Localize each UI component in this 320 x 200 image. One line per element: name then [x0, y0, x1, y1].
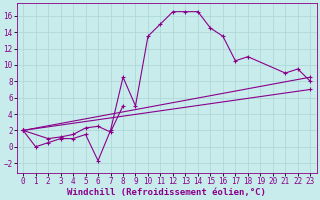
X-axis label: Windchill (Refroidissement éolien,°C): Windchill (Refroidissement éolien,°C)	[67, 188, 266, 197]
